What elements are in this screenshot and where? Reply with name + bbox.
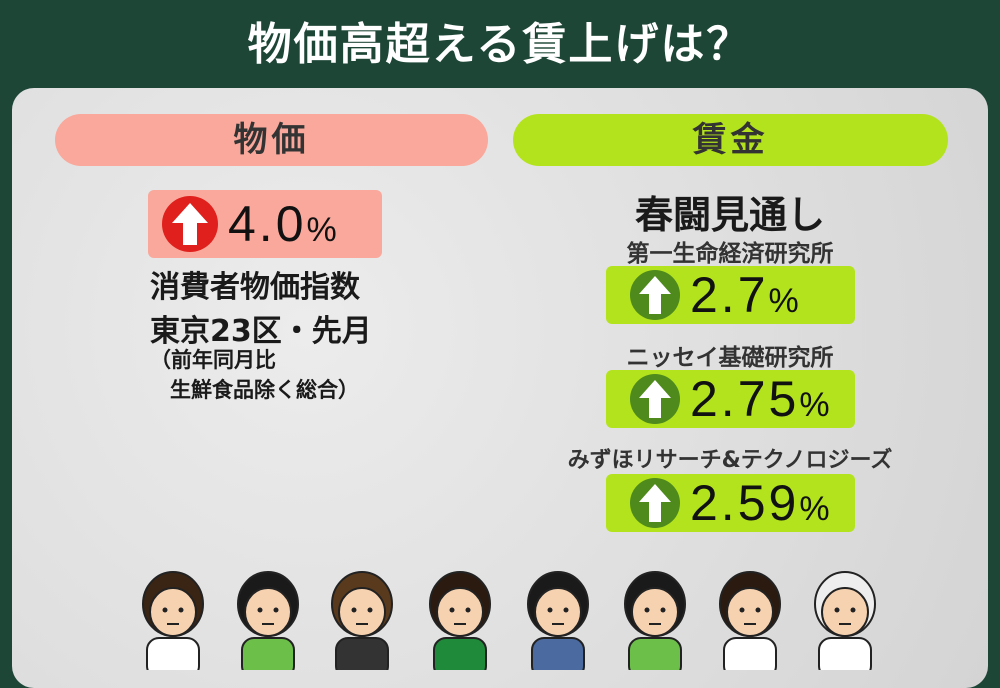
forecast-value-1: 2.7 — [690, 267, 769, 323]
up-arrow-icon — [630, 374, 680, 424]
forecast-source-2: ニッセイ基礎研究所 — [626, 345, 834, 371]
cpi-unit: % — [306, 211, 340, 249]
prices-header: 物価 — [55, 114, 488, 166]
cpi-note-1: （前年同月比 — [150, 348, 276, 372]
shunto-subtitle: 春闘見通し — [634, 193, 825, 237]
forecast-unit: % — [768, 282, 802, 320]
forecast-unit: % — [799, 386, 833, 424]
worker-figure — [420, 560, 500, 679]
forecast-box-2: 2.75% — [606, 370, 855, 428]
forecast-box-1: 2.7% — [606, 266, 855, 324]
worker-figure — [710, 560, 790, 679]
up-arrow-icon — [630, 478, 680, 528]
forecast-source-1: 第一生命経済研究所 — [626, 241, 834, 267]
up-arrow-icon — [630, 270, 680, 320]
cpi-value: 4.0 — [228, 196, 307, 252]
page-title: 物価高超える賃上げは？ — [247, 19, 753, 70]
worker-figure — [805, 560, 885, 679]
forecast-unit: % — [799, 490, 833, 528]
worker-figure — [228, 560, 308, 679]
up-arrow-icon — [162, 196, 218, 252]
forecast-box-3: 2.59% — [606, 474, 855, 532]
wages-header: 賃金 — [513, 114, 948, 166]
worker-figure — [322, 560, 402, 679]
worker-figure — [615, 560, 695, 679]
forecast-value-3: 2.59 — [690, 475, 800, 531]
cpi-note-2: 生鮮食品除く総合） — [170, 378, 359, 402]
worker-figure — [133, 560, 213, 679]
cpi-label: 消費者物価指数 — [150, 270, 360, 305]
worker-figure — [518, 560, 598, 679]
forecast-value-2: 2.75 — [690, 371, 800, 427]
cpi-value-box: 4.0% — [148, 190, 382, 258]
cpi-region: 東京23区・先月 — [150, 314, 372, 349]
forecast-source-3: みずほリサーチ&テクノロジーズ — [567, 448, 893, 473]
